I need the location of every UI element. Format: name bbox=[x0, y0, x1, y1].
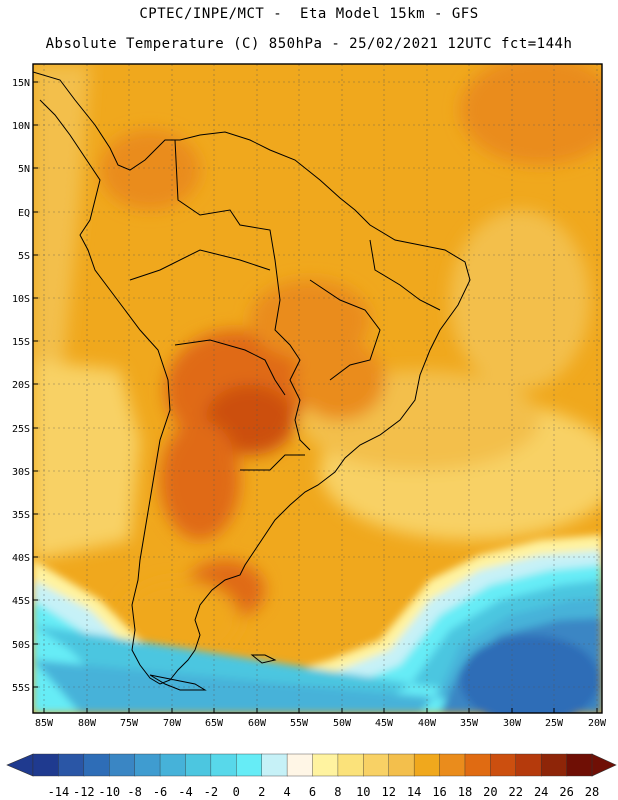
colorbar-swatch bbox=[134, 753, 161, 777]
lon-label: 65W bbox=[205, 718, 224, 729]
lat-label: 20S bbox=[12, 380, 30, 391]
lat-label: 10S bbox=[12, 294, 30, 305]
lat-label: 50S bbox=[12, 640, 30, 651]
lat-label: 10N bbox=[12, 121, 30, 132]
coastline bbox=[33, 71, 471, 691]
lat-label: 35S bbox=[12, 510, 30, 521]
lon-label: 60W bbox=[248, 718, 267, 729]
colorbar-label: 12 bbox=[382, 785, 396, 799]
colorbar-swatch bbox=[32, 753, 60, 777]
colorbar-swatch bbox=[388, 753, 415, 777]
temperature-field bbox=[33, 64, 602, 713]
colorbar-swatch bbox=[363, 753, 390, 777]
colorbar-swatch bbox=[312, 753, 339, 777]
colorbar-label: 22 bbox=[509, 785, 523, 799]
lon-label: 45W bbox=[375, 718, 394, 729]
colorbar-swatch bbox=[515, 753, 542, 777]
lon-label: 35W bbox=[460, 718, 479, 729]
colorbar-label: 6 bbox=[309, 785, 316, 799]
colorbar-swatch bbox=[464, 753, 492, 777]
lat-label: 45S bbox=[12, 596, 30, 607]
lon-label: 80W bbox=[78, 718, 97, 729]
lat-label: 15S bbox=[12, 337, 30, 348]
colorbar-label: -14 bbox=[48, 785, 70, 799]
lat-label: 15N bbox=[12, 78, 30, 89]
colorbar-swatch bbox=[83, 753, 110, 777]
lon-label: 25W bbox=[545, 718, 564, 729]
lat-label: 55S bbox=[12, 683, 30, 694]
colorbar-swatch bbox=[236, 753, 263, 777]
colorbar-label: 28 bbox=[585, 785, 599, 799]
colorbar-label: 4 bbox=[283, 785, 290, 799]
lon-label: 50W bbox=[333, 718, 352, 729]
lon-label: 40W bbox=[418, 718, 437, 729]
colorbar-label: -10 bbox=[98, 785, 120, 799]
colorbar-label: 20 bbox=[483, 785, 497, 799]
map-frame bbox=[32, 63, 603, 714]
colorbar-swatch bbox=[566, 753, 593, 777]
colorbar-swatch bbox=[261, 753, 288, 777]
colorbar-label: 26 bbox=[559, 785, 573, 799]
colorbar-swatch bbox=[159, 753, 187, 777]
colorbar-label: 10 bbox=[356, 785, 370, 799]
lat-label: 40S bbox=[12, 553, 30, 564]
lat-label: 5N bbox=[18, 164, 30, 175]
colorbar-label: 8 bbox=[334, 785, 341, 799]
latitude-axis: 15N 10N 5N EQ 5S 10S 15S 20S 25S 30S 35S 40S 45S 50S 5… bbox=[12, 78, 38, 694]
colorbar-label: 24 bbox=[534, 785, 548, 799]
colorbar-label: 16 bbox=[432, 785, 446, 799]
colorbar-swatch bbox=[439, 753, 466, 777]
lat-label: EQ bbox=[18, 208, 30, 219]
lat-label: 5S bbox=[18, 251, 30, 262]
colorbar-swatch bbox=[210, 753, 237, 777]
colorbar-swatch bbox=[58, 753, 85, 777]
colorbar-label: -4 bbox=[178, 785, 192, 799]
lon-label: 20W bbox=[588, 718, 607, 729]
lon-label: 75W bbox=[120, 718, 139, 729]
colorbar-label: 0 bbox=[233, 785, 240, 799]
colorbar-arrow-high bbox=[591, 753, 617, 777]
colorbar-label: 18 bbox=[458, 785, 472, 799]
colorbar-label: 14 bbox=[407, 785, 421, 799]
lon-label: 70W bbox=[163, 718, 182, 729]
longitude-axis: 85W 80W 75W 70W 65W 60W 55W 50W 45W 40W 35W 30W 25W 2… bbox=[35, 708, 607, 729]
lat-label: 25S bbox=[12, 424, 30, 435]
colorbar: -14 -12 -10 -8 -6 -4 -2 0 2 4 6 8 10 12 14 16 18 20 22 24 26… bbox=[6, 753, 617, 799]
lon-label: 85W bbox=[35, 718, 54, 729]
colorbar-swatch bbox=[109, 753, 136, 777]
lon-label: 55W bbox=[290, 718, 309, 729]
title-line-2: Absolute Temperature (C) 850hPa - 25/02/… bbox=[45, 36, 573, 52]
colorbar-swatch bbox=[540, 753, 568, 777]
colorbar-swatch bbox=[337, 753, 365, 777]
lon-label: 30W bbox=[503, 718, 522, 729]
colorbar-label: -2 bbox=[204, 785, 218, 799]
title-line-1: CPTEC/INPE/MCT - Eta Model 15km - GFS bbox=[139, 6, 479, 22]
colorbar-swatch bbox=[185, 753, 212, 777]
colorbar-swatch bbox=[490, 753, 517, 777]
colorbar-label: -6 bbox=[153, 785, 167, 799]
colorbar-swatch bbox=[413, 753, 441, 777]
colorbar-label: -8 bbox=[127, 785, 141, 799]
colorbar-label: 2 bbox=[258, 785, 265, 799]
colorbar-swatch bbox=[286, 753, 314, 777]
colorbar-label: -12 bbox=[73, 785, 95, 799]
colorbar-arrow-low bbox=[6, 753, 34, 777]
lat-label: 30S bbox=[12, 467, 30, 478]
